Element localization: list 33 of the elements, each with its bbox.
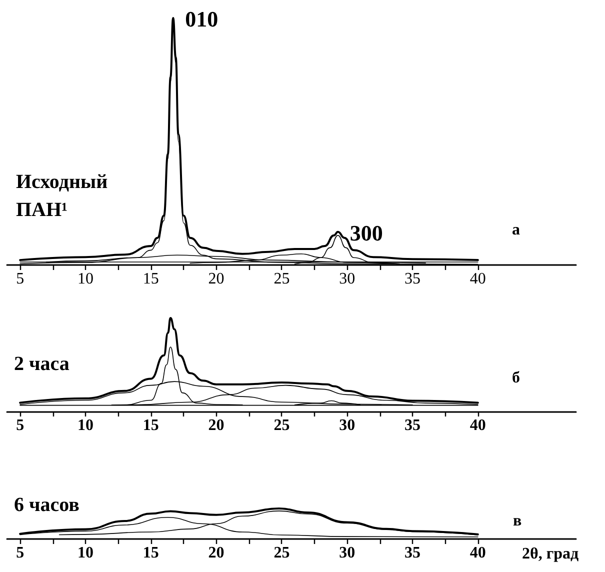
- x-tick-label: 35: [404, 544, 420, 562]
- x-tick-label: 35: [404, 270, 420, 288]
- annotation: в: [513, 512, 522, 530]
- x-tick-label: 40: [470, 270, 486, 288]
- x-tick-label: 30: [339, 417, 356, 434]
- x-tick-label: 10: [77, 417, 94, 434]
- x-tick-label: 5: [16, 544, 24, 562]
- x-tick-label: 5: [16, 270, 24, 288]
- annotation: 010: [185, 6, 218, 32]
- x-tick-label: 15: [142, 270, 159, 288]
- annotation: а: [512, 222, 520, 238]
- x-tick-label: 20: [208, 417, 224, 434]
- annotation: 300: [350, 220, 383, 246]
- x-tick-label: 15: [142, 417, 159, 434]
- x-tick-label: 35: [404, 417, 420, 434]
- x-tick-label: 40: [470, 544, 486, 562]
- x-tick-label: 20: [208, 270, 224, 288]
- x-tick-label: 20: [208, 544, 224, 562]
- annotation: 2 часа: [14, 353, 70, 375]
- annotation: Исходный ПАН¹: [16, 171, 108, 221]
- x-axis-title: 2θ, град: [522, 546, 579, 562]
- x-tick-label: 5: [16, 417, 24, 434]
- x-tick-label: 30: [339, 270, 356, 288]
- annotation: б: [512, 370, 520, 386]
- x-tick-label: 10: [77, 270, 94, 288]
- x-tick-label: 15: [142, 544, 159, 562]
- x-tick-label: 25: [274, 417, 290, 434]
- x-tick-label: 30: [339, 544, 356, 562]
- x-tick-label: 25: [274, 270, 290, 288]
- x-tick-label: 25: [274, 544, 290, 562]
- annotation: 6 часов: [14, 494, 80, 516]
- x-tick-label: 40: [470, 417, 486, 434]
- x-tick-label: 10: [77, 544, 94, 562]
